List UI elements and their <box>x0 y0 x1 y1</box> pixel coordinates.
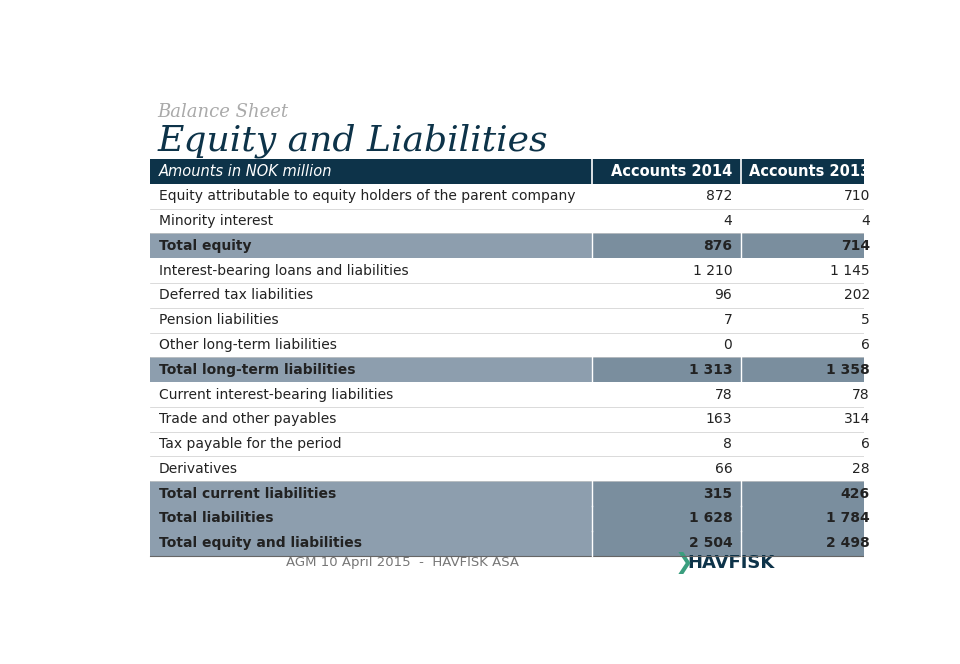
FancyBboxPatch shape <box>150 208 879 233</box>
Text: 872: 872 <box>706 189 732 203</box>
FancyBboxPatch shape <box>150 382 879 407</box>
Text: Equity attributable to equity holders of the parent company: Equity attributable to equity holders of… <box>158 189 575 203</box>
FancyBboxPatch shape <box>592 531 741 556</box>
FancyBboxPatch shape <box>741 357 879 382</box>
Text: 78: 78 <box>852 388 870 402</box>
FancyBboxPatch shape <box>592 506 741 531</box>
Text: 163: 163 <box>706 412 732 426</box>
FancyBboxPatch shape <box>150 283 879 307</box>
Text: Pension liabilities: Pension liabilities <box>158 313 278 327</box>
Text: 6: 6 <box>861 338 870 352</box>
Text: Deferred tax liabilities: Deferred tax liabilities <box>158 288 313 302</box>
Text: 7: 7 <box>724 313 732 327</box>
Text: HAVFISK: HAVFISK <box>687 554 775 572</box>
Text: 314: 314 <box>844 412 870 426</box>
Text: 96: 96 <box>714 288 732 302</box>
Text: 4: 4 <box>724 214 732 228</box>
Text: 714: 714 <box>841 239 870 253</box>
Text: Total current liabilities: Total current liabilities <box>158 487 336 501</box>
Text: 2 504: 2 504 <box>688 537 732 550</box>
Text: ❯: ❯ <box>674 552 693 574</box>
Text: Accounts 2014: Accounts 2014 <box>612 164 732 179</box>
FancyBboxPatch shape <box>150 357 879 382</box>
FancyBboxPatch shape <box>150 307 879 333</box>
Text: 6: 6 <box>861 437 870 451</box>
Text: 66: 66 <box>714 462 732 476</box>
Text: Accounts 2013: Accounts 2013 <box>749 164 870 179</box>
Text: 1 784: 1 784 <box>827 511 870 525</box>
Text: 1 145: 1 145 <box>830 264 870 278</box>
Text: 2 498: 2 498 <box>827 537 870 550</box>
Text: Tax payable for the period: Tax payable for the period <box>158 437 342 451</box>
Text: 1 628: 1 628 <box>688 511 732 525</box>
Text: Total equity: Total equity <box>158 239 252 253</box>
Text: Interest-bearing loans and liabilities: Interest-bearing loans and liabilities <box>158 264 408 278</box>
Text: 5: 5 <box>861 313 870 327</box>
Text: Balance Sheet: Balance Sheet <box>157 103 288 121</box>
FancyBboxPatch shape <box>741 233 879 258</box>
Text: 1 358: 1 358 <box>827 363 870 376</box>
FancyBboxPatch shape <box>150 333 879 357</box>
Text: AGM 10 April 2015  -  HAVFISK ASA: AGM 10 April 2015 - HAVFISK ASA <box>286 556 519 569</box>
FancyBboxPatch shape <box>150 531 879 556</box>
Text: 1 210: 1 210 <box>693 264 732 278</box>
Text: 28: 28 <box>852 462 870 476</box>
Text: 202: 202 <box>844 288 870 302</box>
Text: 426: 426 <box>841 487 870 501</box>
FancyBboxPatch shape <box>741 506 879 531</box>
FancyBboxPatch shape <box>150 258 879 283</box>
Text: Trade and other payables: Trade and other payables <box>158 412 336 426</box>
FancyBboxPatch shape <box>150 481 879 506</box>
FancyBboxPatch shape <box>150 184 879 208</box>
Text: 0: 0 <box>724 338 732 352</box>
Text: Minority interest: Minority interest <box>158 214 273 228</box>
Text: Other long-term liabilities: Other long-term liabilities <box>158 338 337 352</box>
FancyBboxPatch shape <box>592 481 741 506</box>
Text: 315: 315 <box>703 487 732 501</box>
FancyBboxPatch shape <box>741 531 879 556</box>
FancyBboxPatch shape <box>741 481 879 506</box>
Text: 78: 78 <box>714 388 732 402</box>
Text: 1 313: 1 313 <box>688 363 732 376</box>
Text: 710: 710 <box>844 189 870 203</box>
FancyBboxPatch shape <box>150 432 879 456</box>
FancyBboxPatch shape <box>150 456 879 481</box>
FancyBboxPatch shape <box>150 407 879 432</box>
FancyBboxPatch shape <box>150 506 879 531</box>
Text: 8: 8 <box>724 437 732 451</box>
FancyBboxPatch shape <box>592 233 741 258</box>
Text: Equity and Liabilities: Equity and Liabilities <box>157 123 548 157</box>
Text: Derivatives: Derivatives <box>158 462 238 476</box>
FancyBboxPatch shape <box>150 233 879 258</box>
Text: 4: 4 <box>861 214 870 228</box>
Text: Total equity and liabilities: Total equity and liabilities <box>158 537 362 550</box>
Text: Current interest-bearing liabilities: Current interest-bearing liabilities <box>158 388 393 402</box>
Text: Total liabilities: Total liabilities <box>158 511 274 525</box>
Text: Total long-term liabilities: Total long-term liabilities <box>158 363 355 376</box>
Text: 876: 876 <box>704 239 732 253</box>
FancyBboxPatch shape <box>150 159 879 184</box>
Text: Amounts in NOK million: Amounts in NOK million <box>158 164 332 179</box>
FancyBboxPatch shape <box>592 357 741 382</box>
